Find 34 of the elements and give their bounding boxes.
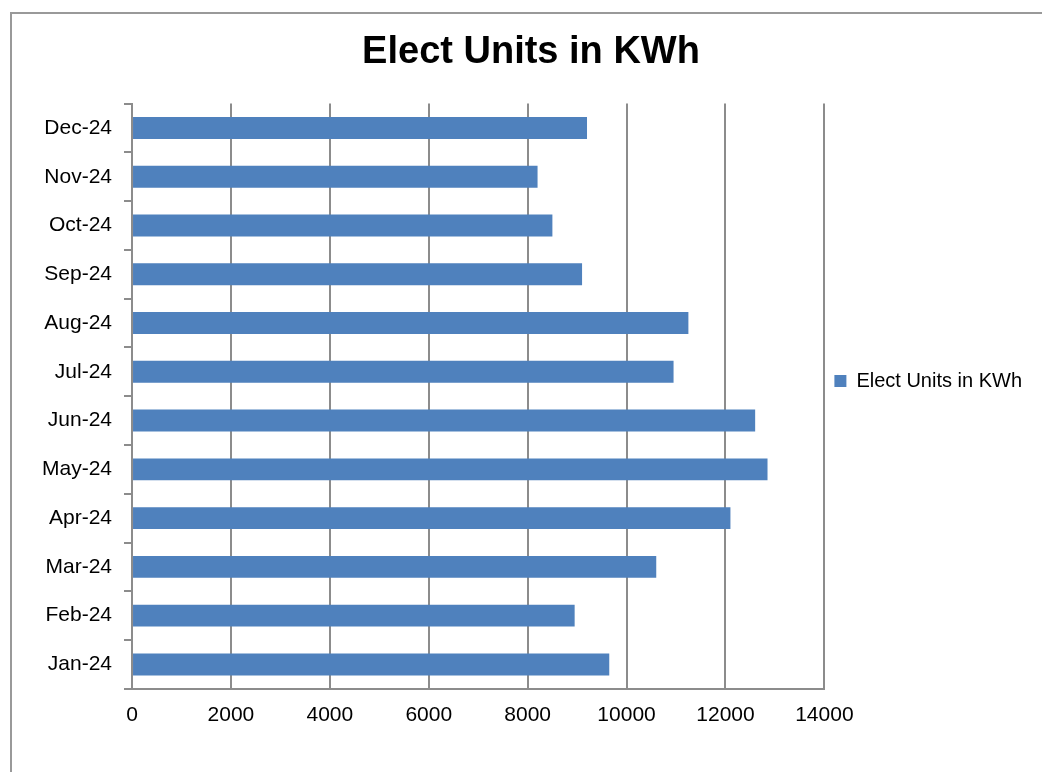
- x-tick-label: 10000: [597, 702, 656, 726]
- x-tick-label: 8000: [504, 702, 552, 726]
- bar: [133, 165, 538, 188]
- y-tick-label: Jan-24: [47, 651, 113, 675]
- y-tick-label: Dec-24: [44, 114, 113, 138]
- x-tick-label: 14000: [795, 702, 854, 726]
- legend-label: Elect Units in KWh: [856, 368, 1022, 391]
- bar: [133, 653, 610, 676]
- bar: [133, 409, 756, 432]
- x-tick-label: 6000: [405, 702, 453, 726]
- y-tick-label: Nov-24: [44, 163, 113, 187]
- bar: [133, 312, 689, 335]
- y-tick-label: Aug-24: [44, 309, 113, 333]
- y-tick-label: Mar-24: [45, 553, 113, 577]
- y-tick-label: Jun-24: [47, 407, 113, 431]
- y-tick-label: Sep-24: [44, 261, 113, 285]
- bar: [133, 507, 731, 530]
- x-tick-label: 2000: [207, 702, 255, 726]
- y-tick-label: Apr-24: [48, 504, 113, 528]
- x-tick-label: 4000: [306, 702, 354, 726]
- bar: [133, 117, 588, 139]
- bar: [133, 458, 768, 481]
- bar: [133, 263, 583, 286]
- chart-title: Elect Units in KWh: [362, 29, 700, 72]
- y-tick-label: Jul-24: [54, 358, 113, 382]
- bar: [133, 555, 657, 578]
- bar: [133, 214, 553, 237]
- y-tick-label: Oct-24: [48, 212, 113, 236]
- y-tick-label: Feb-24: [45, 602, 113, 626]
- y-tick-label: May-24: [41, 456, 113, 480]
- bar: [133, 360, 674, 383]
- x-tick-label: 0: [126, 702, 138, 726]
- bar: [133, 604, 575, 627]
- x-tick-label: 12000: [696, 702, 755, 726]
